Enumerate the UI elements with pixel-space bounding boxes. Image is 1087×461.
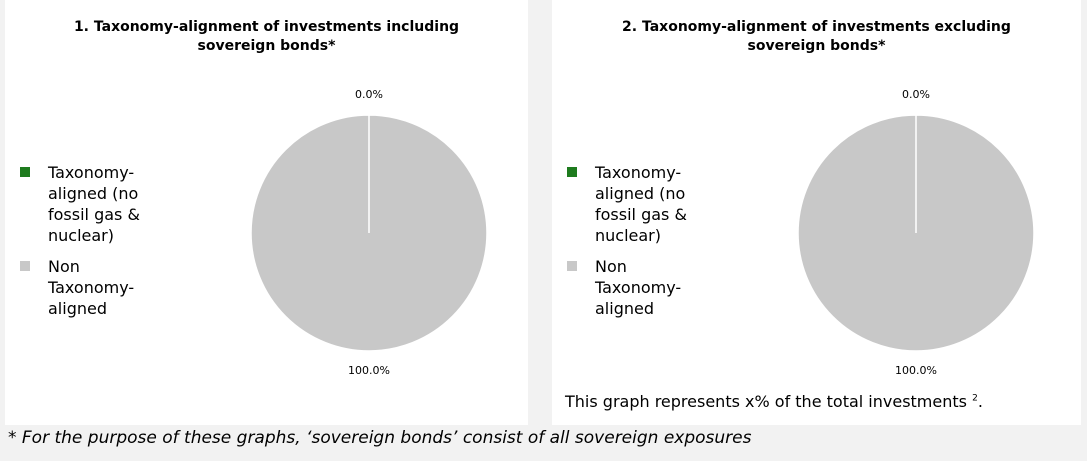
chart-title: 2. Taxonomy-alignment of investments exc… xyxy=(622,19,1011,54)
chart-panel: 1. Taxonomy-alignment of investments inc… xyxy=(5,0,528,425)
legend-swatch xyxy=(567,261,577,271)
pie-chart: 0.0% 100.0% xyxy=(797,88,1035,377)
note-text: This graph represents x% of the total in… xyxy=(565,392,973,411)
legend-label: Non Taxonomy-aligned xyxy=(48,257,135,318)
chart-title: 1. Taxonomy-alignment of investments inc… xyxy=(73,19,460,54)
note: This graph represents x% of the total in… xyxy=(565,392,983,411)
chart-panel: This graph represents x% of the total in… xyxy=(552,0,1081,425)
pie-slice xyxy=(797,114,1035,352)
legend-swatch xyxy=(20,167,30,177)
legend-swatch xyxy=(20,261,30,271)
value-label: 100.0% xyxy=(348,364,390,377)
legend-label: Non Taxonomy-aligned xyxy=(595,257,682,318)
legend-label: Taxonomy-aligned (no fossil gas & nuclea… xyxy=(48,163,140,245)
note-end: . xyxy=(977,392,983,411)
legend-label: Taxonomy-aligned (no fossil gas & nuclea… xyxy=(595,163,687,245)
note-superscript: 2 xyxy=(972,393,978,404)
footnote: * For the purpose of these graphs, ‘sove… xyxy=(8,428,752,448)
pie-slice xyxy=(250,114,488,352)
pie-chart: 0.0% 100.0% xyxy=(250,88,488,377)
value-label: 0.0% xyxy=(902,88,930,101)
legend-swatch xyxy=(567,167,577,177)
value-label: 100.0% xyxy=(895,364,937,377)
value-label: 0.0% xyxy=(355,88,383,101)
